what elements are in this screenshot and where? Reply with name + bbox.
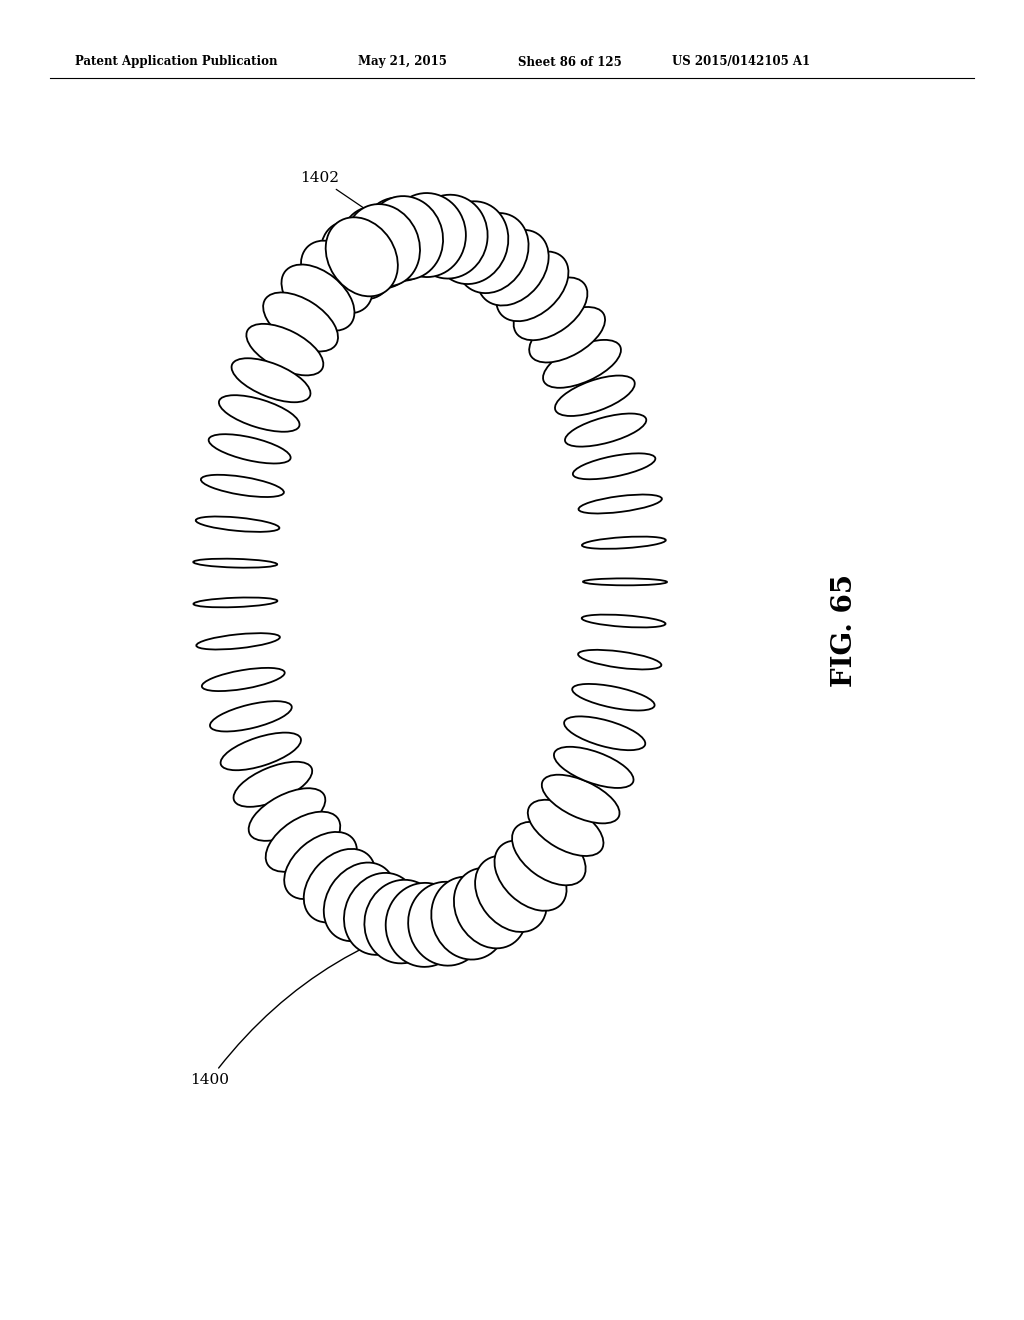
- Ellipse shape: [344, 873, 418, 954]
- Ellipse shape: [572, 684, 654, 710]
- Ellipse shape: [454, 867, 526, 948]
- Text: Patent Application Publication: Patent Application Publication: [75, 55, 278, 69]
- Ellipse shape: [231, 358, 310, 403]
- Ellipse shape: [365, 880, 441, 964]
- Ellipse shape: [219, 395, 300, 432]
- Text: 1400: 1400: [190, 907, 484, 1086]
- Ellipse shape: [388, 193, 466, 277]
- Ellipse shape: [304, 849, 376, 923]
- Ellipse shape: [247, 323, 324, 375]
- Text: May 21, 2015: May 21, 2015: [358, 55, 446, 69]
- Ellipse shape: [263, 293, 338, 351]
- Text: Sheet 86 of 125: Sheet 86 of 125: [518, 55, 622, 69]
- Ellipse shape: [433, 201, 508, 284]
- Text: FIG. 65: FIG. 65: [831, 573, 858, 686]
- Text: US 2015/0142105 A1: US 2015/0142105 A1: [672, 55, 810, 69]
- Ellipse shape: [477, 230, 549, 305]
- Ellipse shape: [196, 516, 280, 532]
- Ellipse shape: [529, 308, 605, 363]
- Ellipse shape: [579, 649, 662, 669]
- Ellipse shape: [514, 277, 588, 341]
- Ellipse shape: [475, 855, 547, 932]
- Ellipse shape: [202, 668, 285, 692]
- Ellipse shape: [265, 812, 340, 871]
- Ellipse shape: [301, 240, 373, 313]
- Ellipse shape: [282, 264, 354, 331]
- Ellipse shape: [194, 558, 278, 568]
- Ellipse shape: [233, 762, 312, 807]
- Ellipse shape: [512, 822, 586, 886]
- Ellipse shape: [572, 453, 655, 479]
- Ellipse shape: [321, 222, 393, 300]
- Ellipse shape: [555, 376, 635, 416]
- Ellipse shape: [324, 862, 396, 941]
- Text: 1402: 1402: [300, 172, 383, 220]
- Ellipse shape: [194, 598, 278, 607]
- Ellipse shape: [583, 578, 667, 585]
- Ellipse shape: [527, 800, 603, 855]
- Ellipse shape: [220, 733, 301, 771]
- Ellipse shape: [564, 717, 645, 750]
- Ellipse shape: [582, 615, 666, 627]
- Ellipse shape: [543, 339, 621, 388]
- Ellipse shape: [386, 883, 464, 966]
- Ellipse shape: [411, 195, 487, 279]
- Ellipse shape: [579, 495, 662, 513]
- Ellipse shape: [554, 747, 634, 788]
- Ellipse shape: [456, 213, 528, 293]
- Ellipse shape: [497, 251, 568, 321]
- Ellipse shape: [431, 876, 507, 960]
- Ellipse shape: [346, 205, 420, 286]
- Ellipse shape: [210, 701, 292, 731]
- Ellipse shape: [495, 841, 566, 911]
- Ellipse shape: [409, 882, 485, 966]
- Ellipse shape: [565, 413, 646, 446]
- Ellipse shape: [201, 475, 284, 498]
- Ellipse shape: [361, 198, 437, 281]
- Ellipse shape: [249, 788, 326, 841]
- Ellipse shape: [285, 832, 357, 899]
- Ellipse shape: [341, 207, 415, 288]
- Ellipse shape: [197, 634, 280, 649]
- Ellipse shape: [582, 537, 666, 549]
- Ellipse shape: [542, 775, 620, 824]
- Ellipse shape: [209, 434, 291, 463]
- Ellipse shape: [326, 218, 398, 296]
- Ellipse shape: [367, 197, 443, 280]
